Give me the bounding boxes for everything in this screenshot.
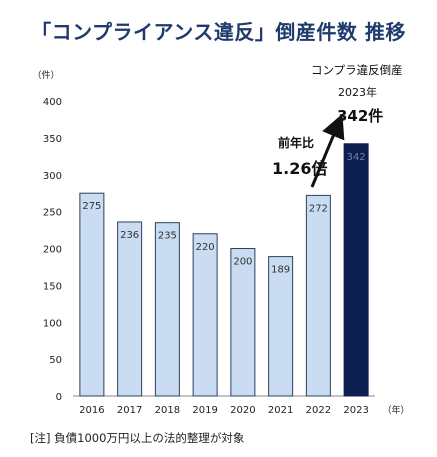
bar-value-label: 189	[271, 265, 290, 276]
footnote: [注] 負債1000万円以上の法的整理が対象	[30, 431, 245, 445]
bar-value-label: 220	[196, 242, 215, 253]
bar-value-label: 235	[158, 231, 177, 242]
bar-value-label: 200	[233, 257, 252, 268]
y-tick-label: 250	[43, 208, 62, 219]
y-axis-unit: （件）	[32, 69, 59, 81]
x-tick-label: 2022	[306, 405, 331, 416]
x-tick-label: 2016	[79, 405, 104, 416]
bar-value-label: 236	[120, 230, 139, 241]
yoy-label: 前年比	[278, 136, 315, 150]
bar	[79, 192, 105, 397]
x-tick-label: 2019	[192, 405, 217, 416]
yoy-value: 1.26倍	[272, 159, 328, 178]
y-tick-label: 350	[43, 134, 62, 145]
y-tick-label: 0	[56, 392, 62, 403]
bar	[268, 256, 294, 397]
y-tick-label: 50	[49, 355, 62, 366]
x-tick-label: 2023	[343, 405, 368, 416]
bar	[192, 233, 218, 397]
growth-arrow	[310, 113, 345, 188]
bar-value-label: 272	[309, 203, 328, 214]
highlight-label: コンプラ違反倒産	[311, 63, 403, 77]
y-tick-label: 400	[43, 97, 62, 108]
bar	[305, 194, 331, 397]
x-axis-unit: （年）	[382, 404, 409, 416]
bar	[117, 221, 143, 397]
bar	[230, 248, 256, 397]
highlight-value: 342件	[337, 107, 384, 125]
chart-title: 「コンプライアンス違反」倒産件数 推移	[31, 20, 406, 44]
bar-value-label: 275	[82, 201, 101, 212]
y-tick-label: 100	[43, 318, 62, 329]
highlight-year: 2023年	[338, 86, 377, 99]
x-tick-label: 2020	[230, 405, 255, 416]
x-tick-label: 2017	[117, 405, 142, 416]
y-tick-label: 300	[43, 171, 62, 182]
x-tick-label: 2018	[155, 405, 180, 416]
bar	[154, 222, 180, 397]
bar	[343, 143, 369, 397]
x-tick-label: 2021	[268, 405, 293, 416]
bar-value-label: 342	[347, 152, 366, 163]
y-tick-label: 150	[43, 281, 62, 292]
y-tick-label: 200	[43, 245, 62, 256]
